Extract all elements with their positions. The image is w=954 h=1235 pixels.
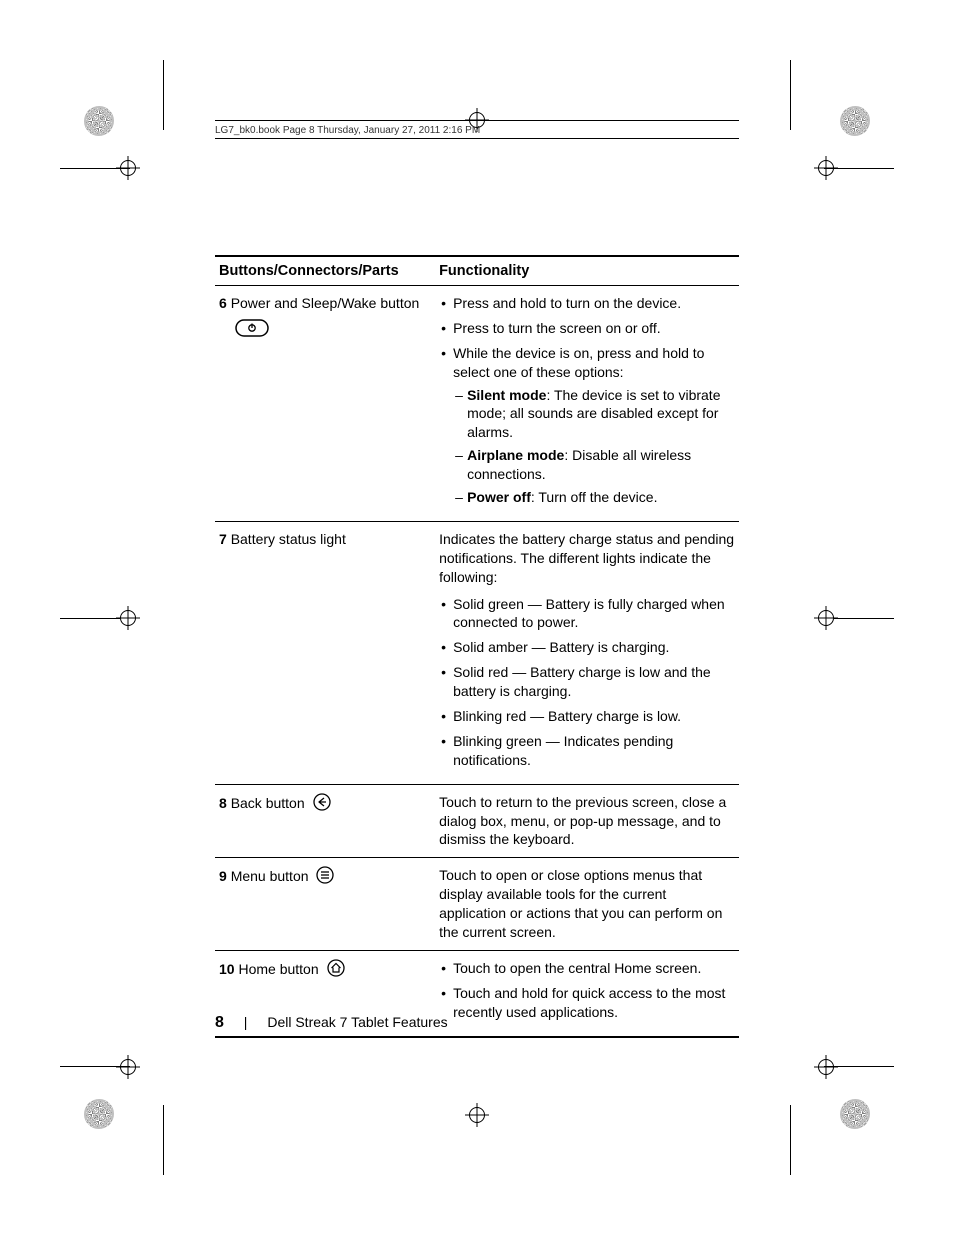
crop-line (790, 1105, 791, 1175)
footer-separator: | (244, 1014, 248, 1030)
page-footer: 8 | Dell Streak 7 Tablet Features (215, 1014, 739, 1032)
page-number: 8 (215, 1014, 224, 1031)
features-table: Buttons/Connectors/Parts Functionality 6… (215, 255, 739, 1038)
table-row: 7 Battery status light Indicates the bat… (215, 521, 739, 784)
registration-mark (116, 1055, 140, 1079)
part-name: Back button (231, 795, 305, 811)
func-bullet: Press to turn the screen on or off. (453, 319, 735, 338)
row-number: 9 (219, 869, 227, 885)
home-icon (327, 959, 345, 982)
back-icon (313, 793, 331, 816)
func-bullet: Blinking red — Battery charge is low. (453, 707, 735, 726)
crop-line (60, 618, 120, 619)
func-dash: Power off: Turn off the device. (467, 488, 735, 507)
page-content: Buttons/Connectors/Parts Functionality 6… (215, 255, 739, 1038)
running-header-rule (215, 138, 739, 139)
table-row: 8 Back button Touch to return to the pre… (215, 784, 739, 858)
table-row: 6 Power and Sleep/Wake button Press and … (215, 286, 739, 522)
crop-line (824, 1066, 894, 1067)
part-name: Power and Sleep/Wake button (231, 295, 420, 311)
row-number: 7 (219, 531, 227, 547)
func-intro: Indicates the battery charge status and … (439, 530, 735, 587)
part-name: Home button (238, 961, 318, 977)
crop-line (60, 1066, 130, 1067)
power-icon (235, 319, 269, 342)
crop-radial (84, 1099, 114, 1129)
func-dash: Silent mode: The device is set to vibrat… (467, 386, 735, 443)
func-bullet: Press and hold to turn on the device. (453, 294, 735, 313)
func-dash: Airplane mode: Disable all wireless conn… (467, 446, 735, 484)
row-number: 8 (219, 795, 227, 811)
part-name: Battery status light (231, 531, 346, 547)
registration-mark (465, 1103, 489, 1127)
func-text: Touch to return to the previous screen, … (435, 784, 739, 858)
crop-radial (840, 1099, 870, 1129)
crop-line (824, 168, 894, 169)
crop-line (790, 60, 791, 130)
func-bullet: While the device is on, press and hold t… (453, 344, 735, 507)
row-number: 6 (219, 295, 227, 311)
footer-title: Dell Streak 7 Tablet Features (267, 1014, 447, 1030)
func-bullet: Solid red — Battery charge is low and th… (453, 663, 735, 701)
crop-radial (840, 106, 870, 136)
menu-icon (316, 866, 334, 889)
func-bullet: Solid green — Battery is fully charged w… (453, 595, 735, 633)
table-header-left: Buttons/Connectors/Parts (215, 256, 435, 286)
crop-line (163, 1105, 164, 1175)
table-header-right: Functionality (435, 256, 739, 286)
crop-line (60, 168, 130, 169)
crop-line (834, 618, 894, 619)
running-header: LG7_bk0.book Page 8 Thursday, January 27… (215, 120, 739, 136)
func-text: Touch to open or close options menus tha… (435, 858, 739, 951)
func-bullet: Solid amber — Battery is charging. (453, 638, 735, 657)
row-number: 10 (219, 961, 235, 977)
crop-line (163, 60, 164, 130)
part-name: Menu button (231, 869, 309, 885)
table-row: 9 Menu button Touch to open or close opt… (215, 858, 739, 951)
registration-mark (814, 1055, 838, 1079)
crop-radial (84, 106, 114, 136)
func-bullet: Touch to open the central Home screen. (453, 959, 735, 978)
func-bullet: Blinking green — Indicates pending notif… (453, 732, 735, 770)
